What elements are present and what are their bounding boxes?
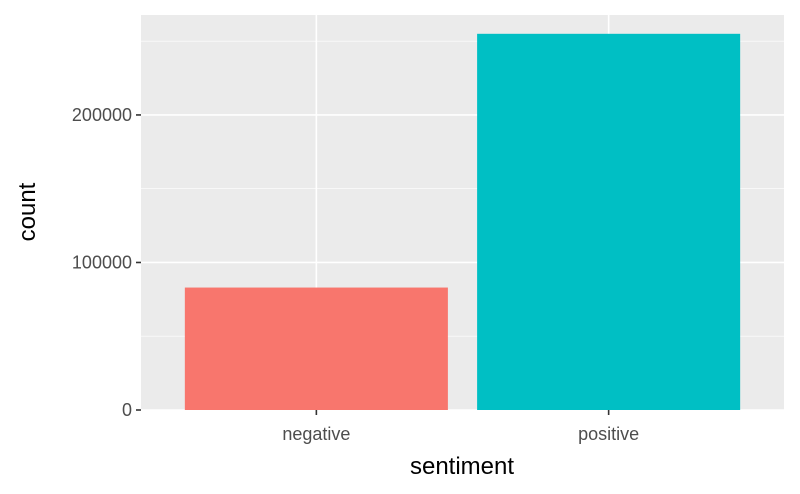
- y-axis: 0 100000 200000: [72, 105, 141, 420]
- bar-negative: [184, 287, 448, 410]
- x-axis-title: sentiment: [410, 453, 514, 480]
- bars: [184, 33, 741, 411]
- x-axis: negative positive: [282, 410, 639, 444]
- y-axis-title: count: [14, 182, 41, 241]
- y-tick-label: 0: [122, 400, 132, 420]
- y-tick-label: 100000: [72, 252, 132, 272]
- x-tick-label: negative: [282, 424, 350, 444]
- y-tick-label: 200000: [72, 105, 132, 125]
- x-tick-label: positive: [578, 424, 639, 444]
- bar-positive: [477, 33, 741, 411]
